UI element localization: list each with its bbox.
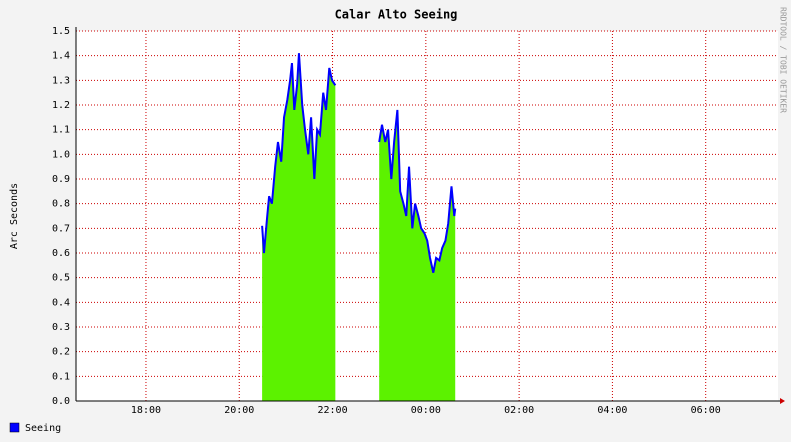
x-tick-label: 18:00 [131, 405, 161, 416]
y-tick-label: 0.2 [52, 347, 70, 358]
y-tick-label: 0.8 [52, 199, 70, 210]
x-axis-arrow [780, 398, 785, 404]
y-tick-label: 0.9 [52, 174, 70, 185]
y-tick-label: 1.4 [52, 51, 70, 62]
y-tick-label: 0.4 [52, 297, 70, 308]
y-tick-label: 0.0 [52, 396, 70, 407]
y-tick-label: 0.3 [52, 322, 70, 333]
y-tick-label: 1.5 [52, 26, 70, 37]
y-tick-label: 1.2 [52, 100, 70, 111]
y-axis-label: Arc Seconds [9, 183, 20, 249]
y-tick-label: 0.7 [52, 223, 70, 234]
y-tick-label: 0.6 [52, 248, 70, 259]
y-tick-label: 0.5 [52, 273, 70, 284]
chart-title: Calar Alto Seeing [335, 8, 458, 22]
x-tick-label: 22:00 [317, 405, 347, 416]
x-tick-label: 06:00 [691, 405, 721, 416]
x-tick-label: 00:00 [411, 405, 441, 416]
watermark: RRDTOOL / TOBI OETIKER [779, 7, 788, 113]
y-tick-label: 1.3 [52, 75, 70, 86]
x-tick-label: 20:00 [224, 405, 254, 416]
legend-label: Seeing [25, 423, 61, 434]
x-tick-label: 02:00 [504, 405, 534, 416]
y-tick-label: 1.1 [52, 125, 70, 136]
y-tick-label: 0.1 [52, 371, 70, 382]
line [261, 53, 457, 273]
legend-swatch [9, 422, 20, 433]
y-tick-label: 1.0 [52, 149, 70, 160]
x-tick-label: 04:00 [597, 405, 627, 416]
area [262, 53, 456, 401]
